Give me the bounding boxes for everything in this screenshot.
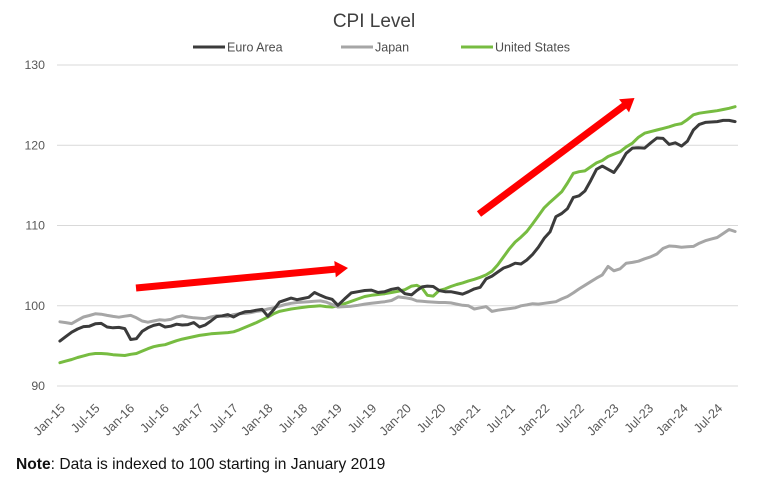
svg-text:110: 110	[25, 219, 45, 233]
svg-text:100: 100	[24, 299, 45, 313]
svg-text:90: 90	[31, 379, 45, 393]
svg-text:130: 130	[24, 58, 45, 72]
svg-text:United States: United States	[495, 41, 570, 55]
svg-text:Note: Data is indexed to 100 s: Note: Data is indexed to 100 starting in…	[16, 456, 385, 473]
svg-text:CPI Level: CPI Level	[333, 11, 415, 32]
svg-text:Euro Area: Euro Area	[227, 41, 283, 55]
svg-text:120: 120	[24, 138, 45, 152]
svg-text:Japan: Japan	[375, 41, 409, 55]
